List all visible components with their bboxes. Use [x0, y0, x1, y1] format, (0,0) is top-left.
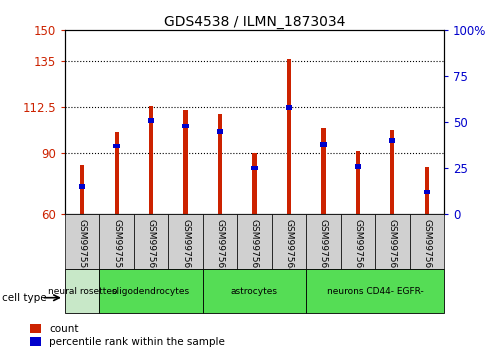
- Bar: [149, 106, 153, 214]
- Bar: [114, 132, 119, 214]
- Text: astrocytes: astrocytes: [231, 287, 278, 296]
- Text: neurons CD44- EGFR-: neurons CD44- EGFR-: [327, 287, 424, 296]
- Bar: [148, 118, 154, 122]
- Bar: [306, 214, 341, 269]
- Bar: [410, 214, 444, 269]
- Bar: [218, 114, 222, 214]
- Text: GSM997559: GSM997559: [112, 218, 121, 274]
- Bar: [65, 214, 99, 269]
- Bar: [251, 166, 257, 170]
- Bar: [320, 142, 326, 147]
- Bar: [237, 214, 272, 269]
- Text: GSM997558: GSM997558: [78, 218, 87, 274]
- Bar: [217, 129, 223, 133]
- Bar: [99, 269, 203, 313]
- Bar: [425, 167, 429, 214]
- Bar: [113, 144, 120, 148]
- Bar: [341, 214, 375, 269]
- Bar: [286, 105, 292, 110]
- Bar: [356, 151, 360, 214]
- Text: GSM997565: GSM997565: [319, 218, 328, 274]
- Text: neural rosettes: neural rosettes: [48, 287, 116, 296]
- Bar: [65, 269, 99, 313]
- Text: GSM997568: GSM997568: [422, 218, 431, 274]
- Bar: [79, 184, 85, 189]
- Bar: [134, 214, 168, 269]
- Bar: [389, 138, 396, 143]
- Text: GSM997563: GSM997563: [250, 218, 259, 274]
- Text: oligodendrocytes: oligodendrocytes: [112, 287, 190, 296]
- Text: GSM997560: GSM997560: [147, 218, 156, 274]
- Bar: [306, 269, 444, 313]
- Bar: [203, 214, 237, 269]
- Text: cell type: cell type: [2, 293, 47, 303]
- Bar: [252, 153, 256, 214]
- Text: GSM997567: GSM997567: [388, 218, 397, 274]
- Bar: [203, 269, 306, 313]
- Text: GSM997566: GSM997566: [353, 218, 362, 274]
- Title: GDS4538 / ILMN_1873034: GDS4538 / ILMN_1873034: [164, 15, 345, 29]
- Text: GSM997561: GSM997561: [181, 218, 190, 274]
- Bar: [424, 190, 430, 194]
- Bar: [184, 110, 188, 214]
- Bar: [390, 130, 395, 214]
- Bar: [272, 214, 306, 269]
- Legend: count, percentile rank within the sample: count, percentile rank within the sample: [30, 324, 225, 347]
- Text: GSM997562: GSM997562: [216, 218, 225, 273]
- Bar: [355, 164, 361, 169]
- Bar: [168, 214, 203, 269]
- Bar: [375, 214, 410, 269]
- Bar: [183, 124, 189, 128]
- Bar: [80, 165, 84, 214]
- Bar: [287, 59, 291, 214]
- Bar: [321, 128, 325, 214]
- Bar: [99, 214, 134, 269]
- Text: GSM997564: GSM997564: [284, 218, 293, 273]
